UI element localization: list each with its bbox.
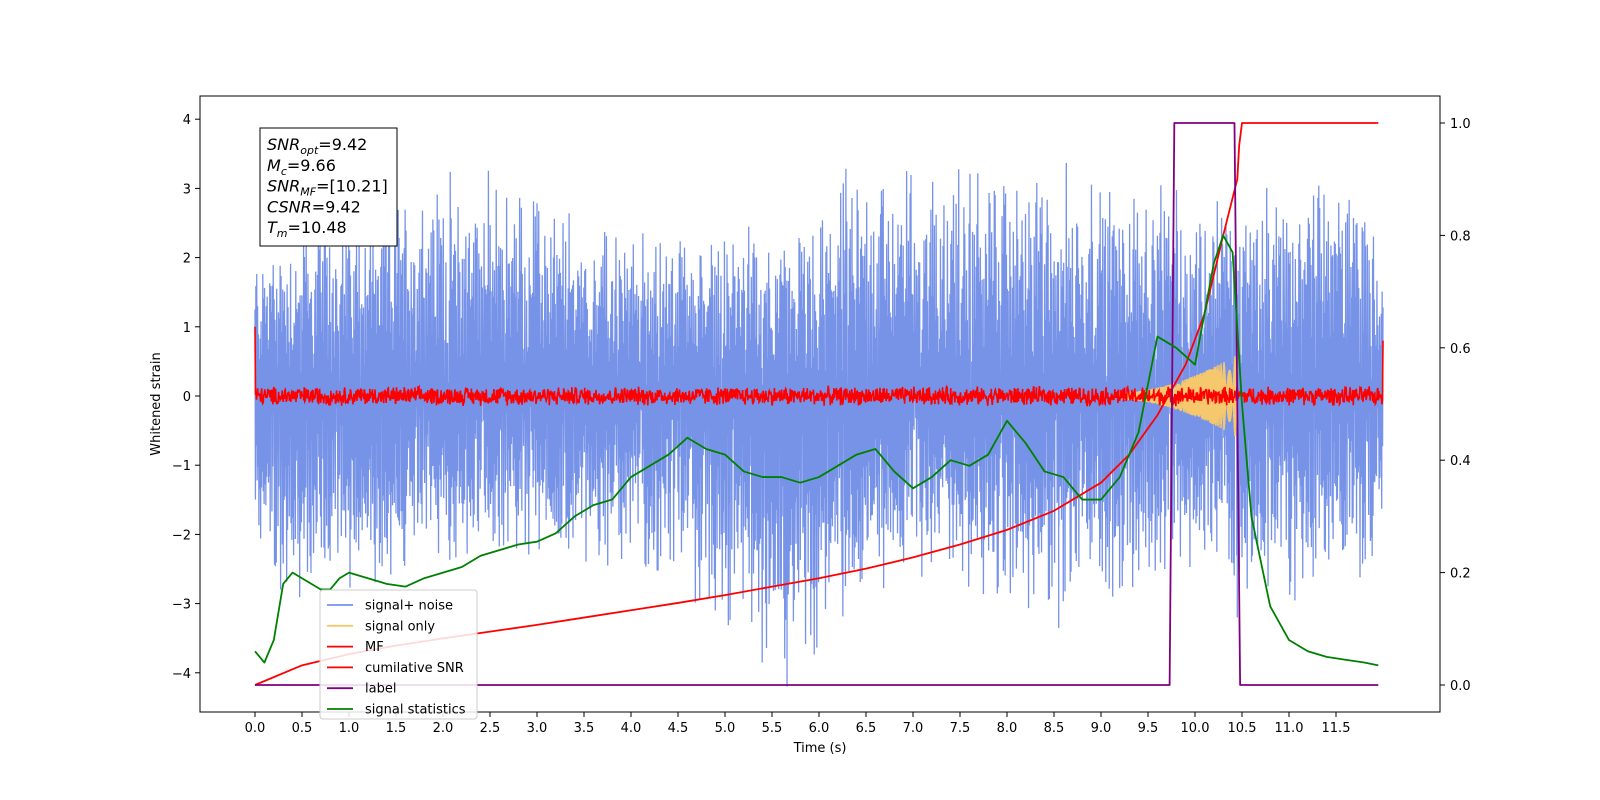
x-tick-label: 8.0 bbox=[997, 721, 1018, 736]
plot-frame bbox=[199, 95, 1441, 713]
x-tick-label: 9.5 bbox=[1138, 721, 1159, 736]
series-signal-statistics-line bbox=[254, 234, 1379, 667]
legend-label: signal statistics bbox=[365, 703, 466, 718]
x-tick-label: 11.5 bbox=[1322, 721, 1351, 736]
x-tick-label: 1.5 bbox=[386, 721, 407, 736]
x-tick-label: 5.5 bbox=[762, 721, 783, 736]
y-right-tick-label: 0.8 bbox=[1450, 229, 1471, 244]
annotation-line: SNRMF=[10.21] bbox=[267, 177, 388, 199]
x-tick-label: 10.0 bbox=[1181, 721, 1210, 736]
y-tick-label: −4 bbox=[172, 667, 191, 682]
x-tick-label: 1.0 bbox=[339, 721, 360, 736]
x-tick-label: 4.0 bbox=[621, 721, 642, 736]
x-tick-label: 8.5 bbox=[1044, 721, 1065, 736]
series-cumulative-snr-line bbox=[254, 122, 1379, 686]
y-tick-label: 3 bbox=[183, 182, 191, 197]
annotation-line: Mc=9.66 bbox=[267, 156, 336, 178]
x-tick-label: 5.0 bbox=[715, 721, 736, 736]
series-signal-noise-line bbox=[254, 163, 1384, 687]
stats-annotation-box: SNRopt=9.42Mc=9.66SNRMF=[10.21]CSNR=9.42… bbox=[259, 127, 398, 247]
x-tick-label: 6.0 bbox=[809, 721, 830, 736]
series-signal-only-line bbox=[1119, 355, 1238, 437]
x-tick-label: 7.0 bbox=[903, 721, 924, 736]
x-tick-label: 2.0 bbox=[433, 721, 454, 736]
y-tick-label: −2 bbox=[172, 528, 191, 543]
x-tick-label: 10.5 bbox=[1228, 721, 1257, 736]
annotation-line: Tm=10.48 bbox=[267, 218, 347, 240]
annotation-box-frame bbox=[259, 127, 398, 247]
x-tick-label: 11.0 bbox=[1275, 721, 1304, 736]
annotation-line: SNRopt=9.42 bbox=[267, 135, 367, 157]
y-tick-label: −3 bbox=[172, 598, 191, 613]
x-tick-label: 3.5 bbox=[574, 721, 595, 736]
annotation-line: CSNR=9.42 bbox=[267, 197, 361, 216]
legend-label: cumilative SNR bbox=[365, 661, 464, 676]
x-tick-label: 2.5 bbox=[480, 721, 501, 736]
y-right-tick-label: 0.0 bbox=[1450, 679, 1471, 694]
x-tick-label: 9.0 bbox=[1091, 721, 1112, 736]
x-axis: 0.0 0.5 1.0 1.5 2.0 2.5 3.0 3.5 4.0 4.5 5.0 5.5 6.0 6… bbox=[245, 712, 1351, 736]
y-right-tick-label: 0.2 bbox=[1450, 567, 1471, 582]
legend: signal+ noise signal only MF cumilative SNR… bbox=[319, 589, 478, 720]
y-right-tick-label: 1.0 bbox=[1450, 117, 1471, 132]
x-tick-label: 0.0 bbox=[245, 721, 266, 736]
y-tick-label: 0 bbox=[183, 390, 191, 405]
y-right-tick-label: 0.6 bbox=[1450, 342, 1471, 357]
legend-label: MF bbox=[365, 640, 384, 655]
x-tick-label: 4.5 bbox=[668, 721, 689, 736]
series-mf-line bbox=[254, 326, 1384, 408]
y-tick-label: −1 bbox=[172, 459, 191, 474]
y-axis-label: Whitened strain bbox=[149, 352, 164, 455]
legend-frame bbox=[319, 589, 478, 720]
y-axis-right: 1.0 0.8 0.6 0.4 0.2 0.0 bbox=[1440, 117, 1471, 694]
x-tick-label: 7.5 bbox=[950, 721, 971, 736]
legend-label: signal+ noise bbox=[365, 599, 453, 614]
x-tick-label: 3.0 bbox=[527, 721, 548, 736]
x-tick-label: 0.5 bbox=[292, 721, 313, 736]
legend-label: label bbox=[365, 682, 396, 697]
x-tick-label: 6.5 bbox=[856, 721, 877, 736]
y-tick-label: 1 bbox=[183, 321, 191, 336]
y-right-tick-label: 0.4 bbox=[1450, 454, 1471, 469]
legend-label: signal only bbox=[365, 619, 435, 634]
series-label-line bbox=[255, 122, 1379, 686]
series-layer bbox=[254, 122, 1384, 687]
y-tick-label: 4 bbox=[183, 113, 191, 128]
y-axis-left: 4 3 2 1 0 −1 −2 −3 −4 bbox=[172, 113, 200, 682]
y-tick-label: 2 bbox=[183, 252, 191, 267]
x-axis-label: Time (s) bbox=[793, 741, 847, 756]
